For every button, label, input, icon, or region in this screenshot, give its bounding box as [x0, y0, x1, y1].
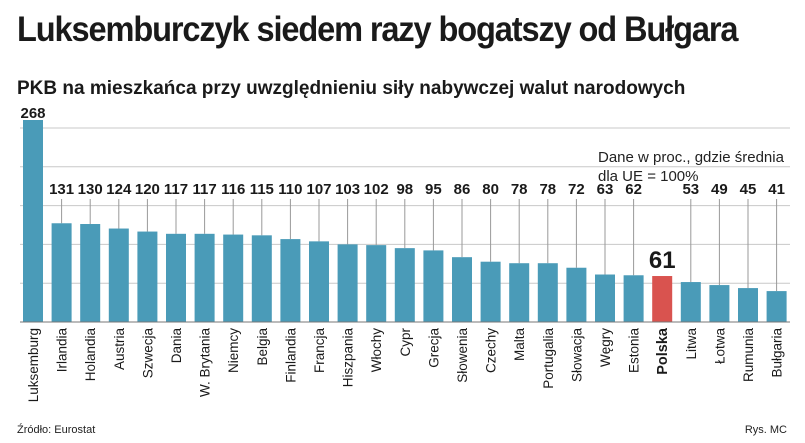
value-label-8: 115 — [250, 181, 274, 198]
bar-5 — [166, 233, 186, 322]
category-labels: Luksemburg Irlandia Holandia Austria Szwecja… — [26, 327, 785, 402]
value-label-24: 49 — [711, 181, 728, 198]
bar-3 — [108, 228, 129, 322]
category-label-10: Francja — [312, 328, 327, 374]
bar-16 — [480, 261, 501, 322]
category-label-17: Malta — [512, 328, 527, 362]
chart-subtitle: PKB na mieszkańca przy uwzględnieniu sił… — [17, 78, 686, 99]
category-label-9: Finlandia — [283, 328, 298, 383]
bar-20 — [595, 274, 615, 322]
category-label-8: Belgia — [255, 328, 270, 366]
bar-1 — [51, 223, 72, 322]
bar-10 — [309, 241, 329, 322]
value-label-6: 117 — [192, 181, 216, 198]
category-label-0: Luksemburg — [26, 328, 41, 402]
value-label-17: 78 — [511, 181, 528, 198]
category-label-1: Irlandia — [55, 328, 70, 373]
bar-11 — [337, 244, 358, 322]
bars — [23, 120, 787, 322]
bar-9 — [280, 239, 301, 322]
category-label-6: W. Brytania — [198, 328, 213, 398]
bar-2 — [80, 224, 101, 322]
category-label-3: Austria — [112, 328, 127, 371]
bar-7 — [223, 234, 244, 322]
value-label-20: 63 — [597, 181, 614, 198]
value-label-0: 268 — [20, 105, 45, 122]
value-label-23: 53 — [682, 181, 699, 198]
value-label-15: 86 — [454, 181, 471, 198]
category-label-16: Czechy — [484, 328, 499, 373]
bar-15 — [452, 257, 472, 322]
bar-25 — [738, 288, 758, 322]
value-label-10: 107 — [306, 181, 331, 198]
bar-23 — [680, 282, 701, 322]
category-label-21: Estonia — [627, 328, 642, 374]
category-label-11: Hiszpania — [341, 328, 356, 388]
bar-18 — [537, 263, 558, 322]
category-label-15: Słowenia — [455, 328, 470, 383]
data-note: Dane w proc., gdzie średnia dla UE = 100… — [598, 149, 784, 185]
value-label-14: 95 — [425, 181, 442, 198]
leader-lines — [61, 199, 778, 292]
bar-22 — [652, 276, 673, 322]
bar-17 — [509, 263, 530, 322]
category-label-22: Polska — [655, 327, 671, 375]
value-label-16: 80 — [482, 181, 499, 198]
chart-title: Luksemburczyk siedem razy bogatszy od Bu… — [17, 10, 739, 49]
value-label-26: 41 — [768, 181, 785, 198]
value-label-5: 117 — [164, 181, 188, 198]
category-label-26: Bułgaria — [770, 328, 785, 378]
bar-26 — [766, 291, 787, 322]
category-label-7: Niemcy — [226, 328, 241, 373]
category-label-5: Dania — [169, 328, 184, 364]
value-label-3: 124 — [106, 181, 132, 198]
category-label-18: Portugalia — [541, 328, 556, 389]
category-label-4: Szwecja — [140, 328, 155, 379]
bar-13 — [394, 248, 415, 322]
category-label-19: Słowacja — [569, 328, 584, 383]
category-label-2: Holandia — [83, 328, 98, 382]
bar-21 — [623, 275, 644, 322]
value-label-18: 78 — [539, 181, 556, 198]
bar-14 — [423, 250, 444, 322]
source-label: Źródło: Eurostat — [17, 424, 96, 436]
bar-24 — [709, 285, 730, 322]
bar-0 — [23, 120, 43, 322]
category-label-25: Rumunia — [741, 328, 756, 383]
category-label-23: Litwa — [684, 328, 699, 360]
value-label-12: 102 — [364, 181, 389, 198]
value-label-22: 61 — [649, 247, 676, 274]
value-label-13: 98 — [396, 181, 413, 198]
bar-19 — [566, 267, 587, 322]
value-label-11: 103 — [335, 181, 360, 198]
value-label-2: 130 — [78, 181, 103, 198]
category-label-13: Cypr — [398, 328, 413, 357]
credit-label: Rys. MC — [744, 424, 787, 436]
value-label-21: 62 — [625, 181, 642, 198]
value-label-25: 45 — [740, 181, 757, 198]
bar-8 — [251, 235, 272, 322]
category-label-20: Węgry — [598, 328, 613, 367]
value-label-1: 131 — [49, 181, 74, 198]
value-label-7: 116 — [221, 181, 245, 198]
category-label-14: Grecja — [426, 328, 441, 368]
value-label-9: 110 — [278, 181, 302, 198]
category-label-24: Łotwa — [712, 328, 727, 365]
category-label-12: Włochy — [369, 328, 384, 373]
value-label-19: 72 — [568, 181, 585, 198]
value-label-4: 120 — [135, 181, 160, 198]
bar-12 — [366, 245, 387, 322]
bar-4 — [137, 231, 158, 322]
bar-6 — [194, 233, 215, 322]
